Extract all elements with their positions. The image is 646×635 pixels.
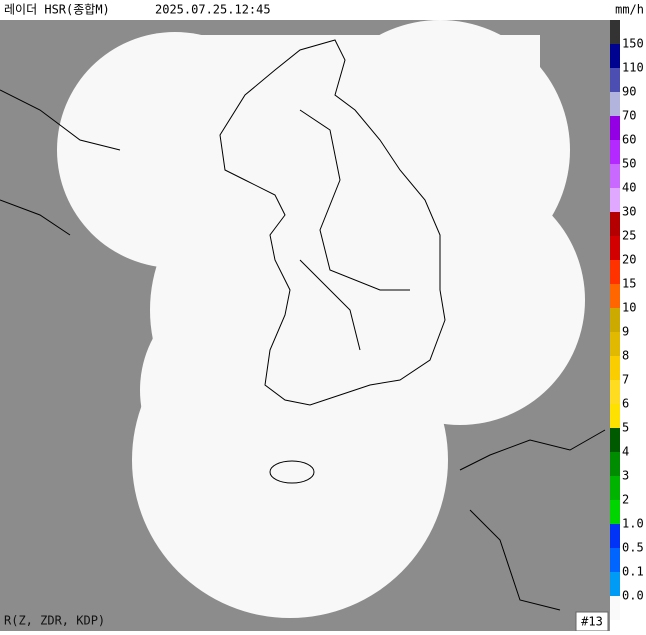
- legend-label: 50: [622, 157, 636, 171]
- legend-swatch: [610, 188, 620, 212]
- legend-label: 15: [622, 277, 636, 291]
- legend-swatch: [610, 212, 620, 236]
- datetime: 2025.07.25.12:45: [155, 3, 271, 17]
- legend-swatch: [610, 356, 620, 380]
- legend-label: 10: [622, 301, 636, 315]
- legend-label: 110: [622, 61, 644, 75]
- legend-label: 60: [622, 133, 636, 147]
- legend-label: 150: [622, 37, 644, 51]
- legend-label: 3: [622, 469, 629, 483]
- legend-swatch: [610, 260, 620, 284]
- coastline: [0, 39, 606, 611]
- legend-label: 40: [622, 181, 636, 195]
- legend-swatch: [610, 20, 620, 44]
- legend-label: 8: [622, 349, 629, 363]
- legend-label: 1.0: [622, 517, 644, 531]
- legend-label: 7: [622, 373, 629, 387]
- method: R(Z, ZDR, KDP): [4, 614, 105, 628]
- count: #13: [581, 615, 603, 629]
- legend-swatch: [610, 572, 620, 596]
- legend-label: 9: [622, 325, 629, 339]
- legend-swatch: [610, 308, 620, 332]
- legend-label: 20: [622, 253, 636, 267]
- legend-label: 6: [622, 397, 629, 411]
- legend-label: 30: [622, 205, 636, 219]
- legend: 150 110 90 70 60 50 40 30 25 20 15 10 9 8 7 6 5 4 3 2 1.0 0.5…: [610, 20, 644, 620]
- legend-swatch: [610, 332, 620, 356]
- legend-swatch: [610, 524, 620, 548]
- legend-label: 0.5: [622, 541, 644, 555]
- legend-swatch: [610, 92, 620, 116]
- legend-swatch: [610, 500, 620, 524]
- legend-swatch: [610, 164, 620, 188]
- legend-swatch: [610, 140, 620, 164]
- legend-label: 0.0: [622, 589, 644, 603]
- legend-label: 4: [622, 445, 629, 459]
- unit: mm/h: [615, 3, 644, 17]
- legend-label: 25: [622, 229, 636, 243]
- legend-swatch: [610, 236, 620, 260]
- legend-swatch: [610, 116, 620, 140]
- legend-label: 5: [622, 421, 629, 435]
- legend-swatch: [610, 428, 620, 452]
- legend-swatch: [610, 44, 620, 68]
- title: 레이더 HSR(종합M): [4, 3, 110, 17]
- legend-swatch: [610, 284, 620, 308]
- legend-label: 90: [622, 85, 636, 99]
- legend-swatch: [610, 404, 620, 428]
- legend-label: 2: [622, 493, 629, 507]
- radar-coverage: [57, 20, 585, 618]
- legend-swatch: [610, 476, 620, 500]
- legend-swatch: [610, 68, 620, 92]
- legend-label: 0.1: [622, 565, 644, 579]
- legend-swatch: [610, 380, 620, 404]
- legend-swatch: [610, 596, 620, 620]
- legend-swatch: [610, 452, 620, 476]
- legend-label: 70: [622, 109, 636, 123]
- legend-swatch: [610, 548, 620, 572]
